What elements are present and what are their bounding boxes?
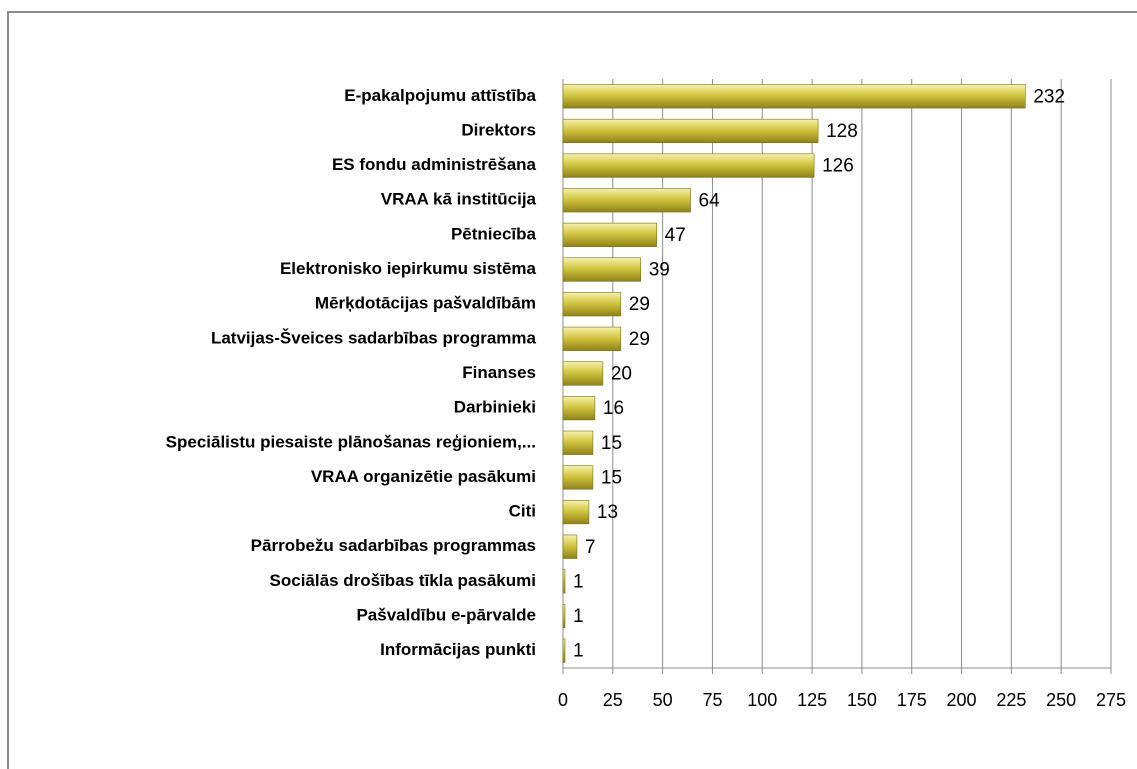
bar [562, 396, 596, 421]
category-label: Darbinieki [454, 398, 536, 417]
bar [562, 222, 657, 247]
category-label: Citi [509, 502, 536, 521]
value-label: 1 [573, 571, 584, 592]
x-tick-label: 100 [747, 690, 777, 710]
bar [562, 603, 566, 629]
x-tick-label: 250 [1046, 690, 1076, 710]
bar [562, 326, 622, 351]
x-tick-label: 50 [653, 690, 673, 710]
bar [562, 638, 566, 663]
value-label: 39 [649, 260, 670, 281]
value-label: 13 [597, 502, 618, 523]
x-tick-label: 225 [996, 690, 1026, 710]
x-tick-label: 25 [603, 690, 623, 710]
value-label: 29 [629, 294, 650, 315]
category-label: Pašvaldību e-pārvalde [356, 606, 536, 625]
category-label: Sociālās drošības tīkla pasākumi [270, 571, 536, 590]
bar [562, 188, 691, 213]
value-label: 29 [629, 329, 650, 350]
value-label: 126 [822, 156, 854, 177]
x-tick-label: 200 [947, 690, 977, 710]
category-label: Informācijas punkti [380, 640, 536, 659]
bar [562, 430, 594, 455]
category-label: Latvijas-Šveices sadarbības programma [211, 328, 537, 347]
value-label: 16 [603, 398, 624, 419]
value-label: 15 [601, 467, 622, 488]
category-label: Speciālistu piesaiste plānošanas reģioni… [166, 432, 536, 451]
category-label: VRAA kā institūcija [381, 190, 537, 209]
value-label: 64 [699, 190, 721, 211]
category-label: Elektronisko iepirkumu sistēma [280, 259, 537, 278]
category-label: Mērķdotācijas pašvaldībām [315, 294, 536, 313]
bar [562, 569, 566, 594]
bar [562, 361, 604, 386]
category-label: E-pakalpojumu attīstība [344, 86, 536, 105]
value-label: 15 [601, 433, 622, 454]
bar [562, 84, 1026, 109]
bar [562, 465, 594, 490]
value-label: 20 [611, 364, 632, 385]
bar [562, 257, 642, 282]
x-tick-label: 75 [702, 690, 722, 710]
value-label: 1 [573, 641, 584, 662]
bar [562, 292, 622, 317]
x-tick-label: 175 [897, 690, 927, 710]
x-tick-label: 0 [558, 690, 568, 710]
bar [562, 153, 815, 178]
category-label: Direktors [461, 120, 536, 139]
bar [562, 118, 819, 144]
value-label: 128 [826, 121, 858, 142]
bar [562, 500, 590, 525]
value-label: 7 [585, 537, 596, 558]
value-label: 232 [1033, 86, 1065, 107]
category-label: ES fondu administrēšana [332, 155, 537, 174]
category-label: VRAA organizētie pasākumi [311, 467, 536, 486]
value-label: 1 [573, 606, 584, 627]
x-tick-label: 150 [847, 690, 877, 710]
category-label: Pārrobežu sadarbības programmas [251, 536, 536, 555]
value-label: 47 [665, 225, 686, 246]
x-tick-label: 125 [797, 690, 827, 710]
bar [562, 534, 578, 559]
x-tick-label: 275 [1096, 690, 1126, 710]
category-label: Finanses [462, 363, 536, 382]
category-label: Pētniecība [451, 224, 537, 243]
